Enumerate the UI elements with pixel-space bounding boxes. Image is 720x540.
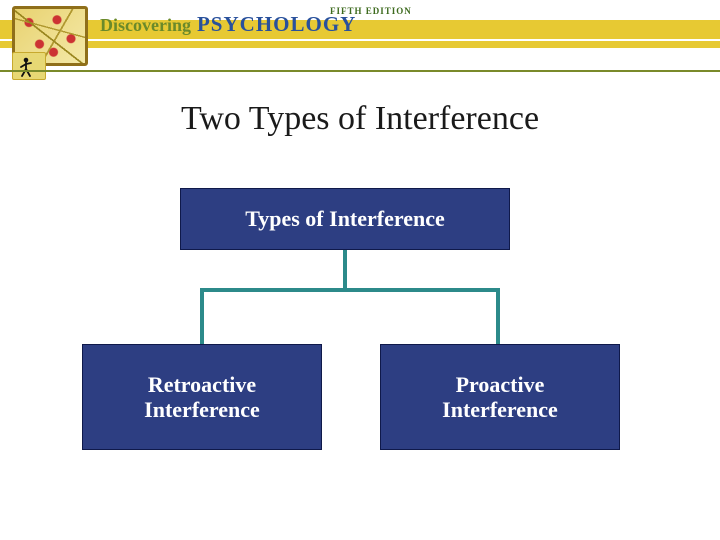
secondary-cover-icon [12, 52, 46, 80]
edition-label: FIFTH EDITION [330, 6, 412, 16]
tree-child-node: Retroactive Interference [82, 344, 322, 450]
tree-root-node: Types of Interference [180, 188, 510, 250]
brand-title: Discovering PSYCHOLOGY [100, 12, 356, 46]
runner-figure-icon [19, 57, 33, 77]
tree-child-label: Proactive Interference [442, 372, 558, 423]
tree-connector [200, 288, 500, 292]
tree-connector [343, 250, 347, 288]
slide-title: Two Types of Interference [0, 100, 720, 138]
tree-child-node: Proactive Interference [380, 344, 620, 450]
brand-prefix: Discovering [100, 15, 191, 36]
tree-connector [200, 288, 204, 344]
tree-child-label: Retroactive Interference [144, 372, 260, 423]
textbook-banner: Discovering PSYCHOLOGY FIFTH EDITION [0, 0, 720, 78]
tree-connector [496, 288, 500, 344]
banner-underline [0, 70, 720, 72]
tree-root-label: Types of Interference [245, 206, 445, 231]
